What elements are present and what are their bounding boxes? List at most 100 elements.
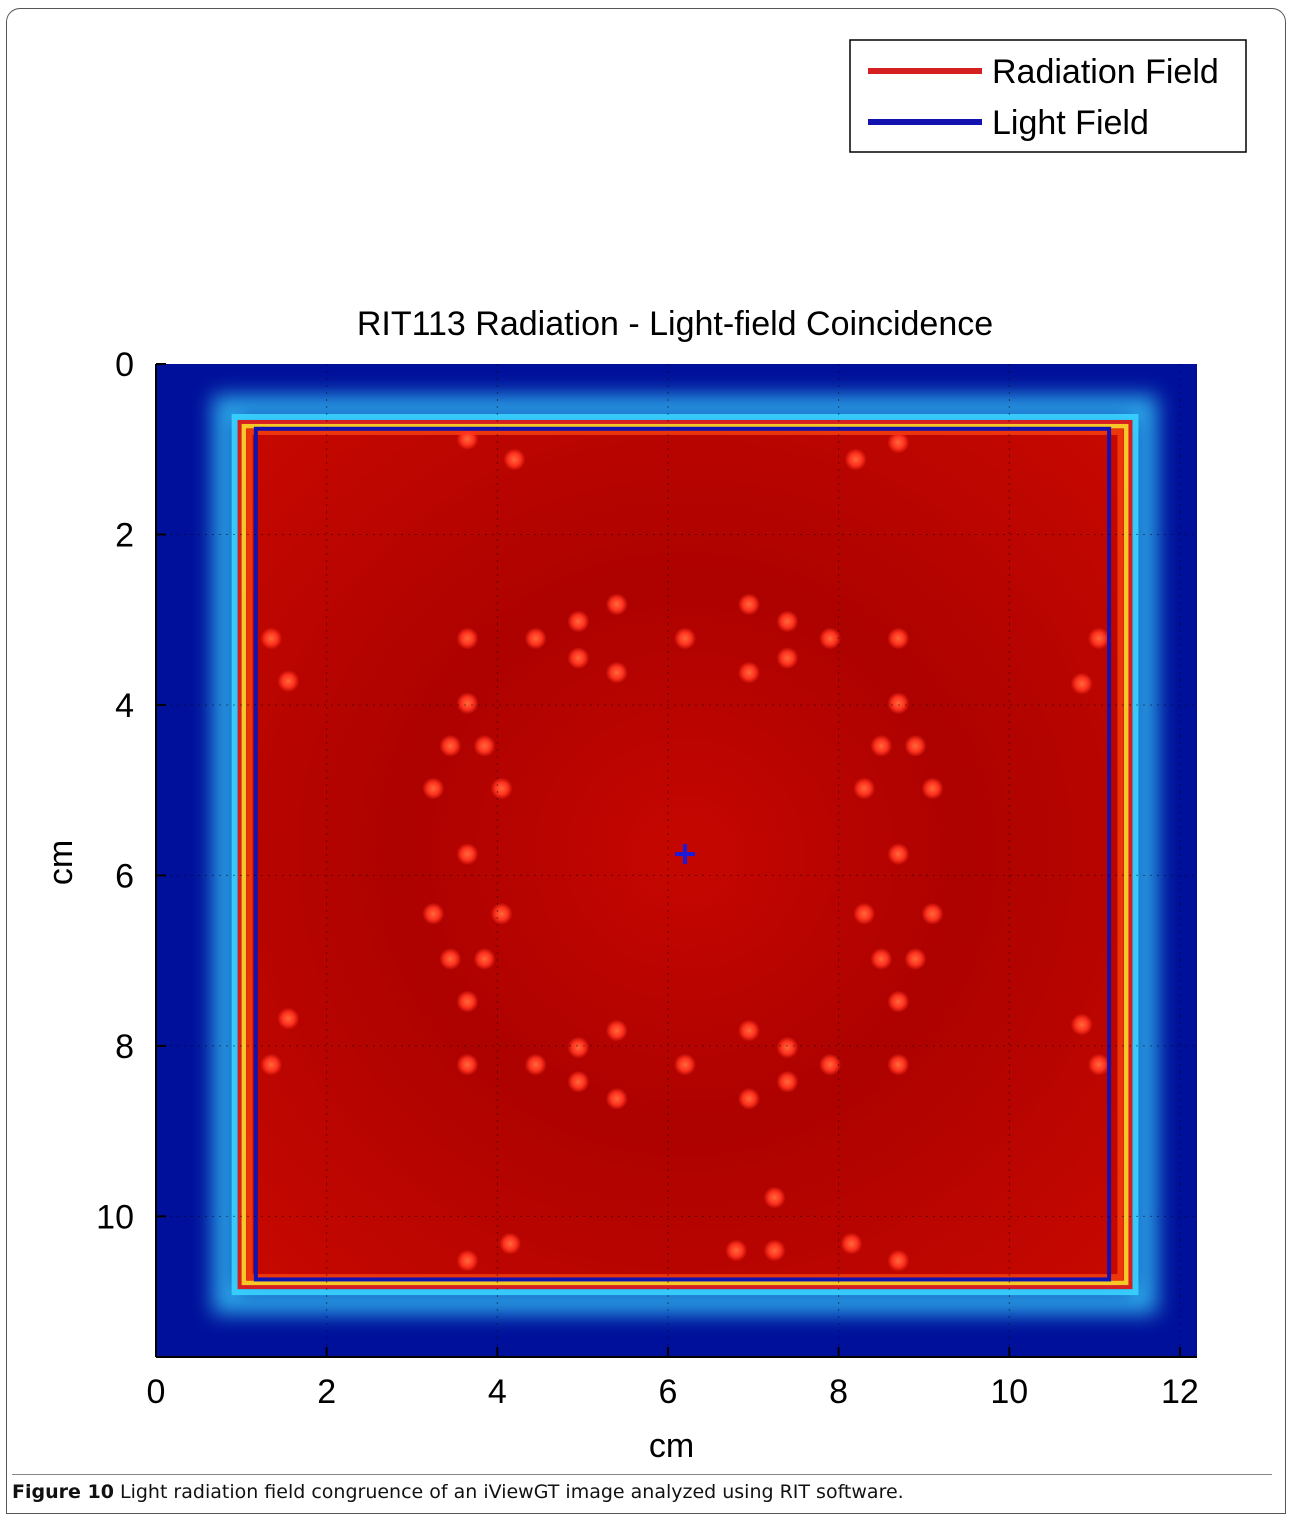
marker-spot (439, 734, 462, 757)
marker-spot (819, 627, 842, 650)
figure-frame (6, 8, 1286, 1514)
marker-spot (605, 1019, 628, 1042)
x-tick-label: 10 (990, 1373, 1028, 1411)
marker-spot (605, 1087, 628, 1110)
marker-spot (738, 1087, 761, 1110)
marker-spot (456, 1053, 479, 1076)
marker-spot (776, 1036, 799, 1059)
center-cross-marker (675, 844, 696, 865)
marker-spot (456, 627, 479, 650)
figure-caption: Figure 10 Light radiation field congruen… (12, 1474, 1272, 1508)
x-tick-label: 0 (147, 1373, 166, 1411)
marker-spot (853, 777, 876, 800)
marker-spot (1070, 1013, 1093, 1036)
marker-spot (887, 692, 910, 715)
chart-canvas: RIT113 Radiation - Light-field Coinciden… (42, 39, 1247, 1465)
y-tick-label: 0 (115, 346, 134, 384)
marker-spot (499, 1232, 522, 1255)
caption-label: Figure 10 (12, 1481, 114, 1503)
marker-spot (921, 777, 944, 800)
marker-spot (738, 661, 761, 684)
marker-spot (887, 431, 910, 454)
marker-spot (904, 947, 927, 970)
field-edge-orange (246, 428, 1124, 1281)
marker-spot (456, 692, 479, 715)
marker-spot (567, 1036, 590, 1059)
marker-spot (887, 1249, 910, 1272)
chart-title: RIT113 Radiation - Light-field Coinciden… (357, 305, 993, 343)
y-tick-label: 10 (96, 1198, 134, 1236)
marker-spot (725, 1239, 748, 1262)
marker-spot (904, 734, 927, 757)
marker-spot (503, 448, 526, 471)
marker-spot (870, 734, 893, 757)
marker-spot (260, 1053, 283, 1076)
marker-spot (776, 610, 799, 633)
marker-spot (674, 1053, 697, 1076)
marker-spot (887, 1053, 910, 1076)
marker-spot (422, 777, 445, 800)
caption-text: Light radiation field congruence of an i… (113, 1481, 904, 1503)
legend: Radiation Field Light Field (849, 39, 1247, 153)
marker-spot (456, 428, 479, 451)
marker-spot (490, 777, 513, 800)
heatmap-image (156, 364, 1197, 1357)
marker-spot (738, 593, 761, 616)
marker-spot (524, 627, 547, 650)
marker-spot (605, 661, 628, 684)
marker-spot (840, 1232, 863, 1255)
marker-spot (763, 1239, 786, 1262)
marker-spot (887, 627, 910, 650)
marker-spot (853, 902, 876, 925)
grid-lines (156, 364, 1197, 1357)
field-edge-yellow (241, 423, 1129, 1286)
x-tick-label: 8 (829, 1373, 848, 1411)
marker-spot (1087, 627, 1110, 650)
y-tick-label: 8 (115, 1028, 134, 1066)
field-edge-glow (212, 394, 1158, 1315)
marker-spot (870, 947, 893, 970)
field-edge-cyan (231, 413, 1139, 1296)
marker-spot (819, 1053, 842, 1076)
x-axis-label: cm (649, 1427, 694, 1465)
y-axis-label: cm (42, 840, 80, 885)
marker-spot (763, 1186, 786, 1209)
y-tick-label: 2 (115, 516, 134, 554)
y-tick-label: 6 (115, 857, 134, 895)
light-field-boundary (253, 426, 1112, 1282)
x-tick-label: 6 (659, 1373, 678, 1411)
marker-spot (776, 647, 799, 670)
marker-spot (776, 1070, 799, 1093)
marker-spot (844, 448, 867, 471)
marker-spot (524, 1053, 547, 1076)
marker-spot (277, 1007, 300, 1030)
legend-box (849, 39, 1247, 153)
marker-spot (887, 990, 910, 1013)
marker-spot (277, 670, 300, 693)
radiation-field-boundary (237, 419, 1133, 1290)
marker-spot (738, 1019, 761, 1042)
marker-spot (490, 902, 513, 925)
x-tick-label: 4 (488, 1373, 507, 1411)
marker-spot (567, 610, 590, 633)
marker-spot (439, 947, 462, 970)
legend-label-radiation-field: Radiation Field (992, 53, 1219, 91)
marker-spot (887, 843, 910, 866)
marker-spot (567, 647, 590, 670)
marker-spot (456, 990, 479, 1013)
axes: 0 2 4 6 8 10 12 0 2 4 6 8 10 cm cm (42, 346, 1199, 1465)
marker-spot (567, 1070, 590, 1093)
marker-spot (473, 734, 496, 757)
marker-spot (422, 902, 445, 925)
marker-spot (260, 627, 283, 650)
marker-spot (605, 593, 628, 616)
marker-spot (456, 1249, 479, 1272)
marker-spot (473, 947, 496, 970)
marker-spot (456, 843, 479, 866)
marker-spot (1087, 1053, 1110, 1076)
x-tick-label: 12 (1161, 1373, 1199, 1411)
marker-spot (1070, 672, 1093, 695)
marker-spot (674, 627, 697, 650)
marker-spot (921, 902, 944, 925)
legend-label-light-field: Light Field (992, 104, 1149, 142)
